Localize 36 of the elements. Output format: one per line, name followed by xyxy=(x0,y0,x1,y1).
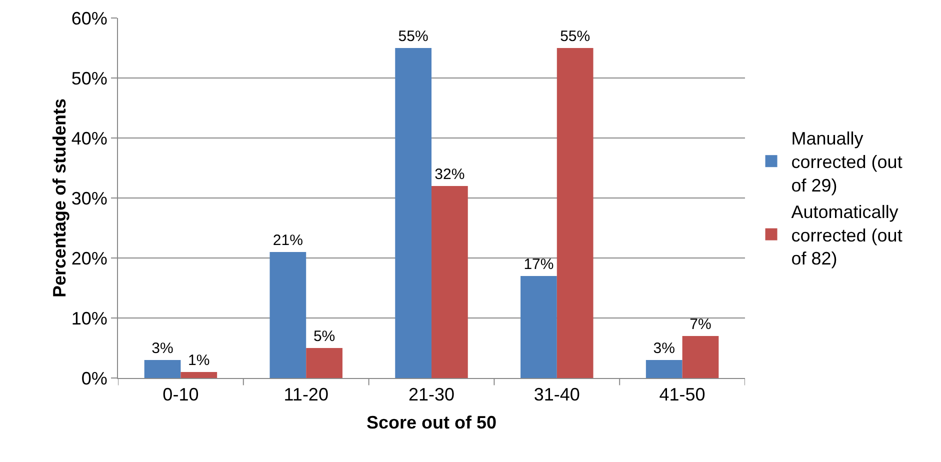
data-label: 32% xyxy=(434,166,465,183)
bar xyxy=(180,372,218,378)
y-tick-label: 40% xyxy=(71,128,108,148)
bar xyxy=(556,48,594,378)
y-tick-label: 30% xyxy=(71,188,108,208)
bar xyxy=(520,276,557,378)
x-axis-title: Score out of 50 xyxy=(366,412,497,433)
data-label: 3% xyxy=(653,340,675,357)
x-tick-label: 0-10 xyxy=(162,384,199,405)
data-label: 5% xyxy=(313,328,336,345)
data-label: 3% xyxy=(152,340,174,357)
bar xyxy=(682,336,719,378)
y-tick-label: 60% xyxy=(71,8,108,28)
x-tick-label: 21-30 xyxy=(408,384,455,405)
y-axis-title: Percentage of students xyxy=(49,98,70,298)
data-label: 55% xyxy=(560,28,590,45)
bar xyxy=(270,252,306,378)
bar xyxy=(306,348,342,378)
bar xyxy=(144,360,181,378)
bar xyxy=(646,360,682,378)
y-tick-label: 10% xyxy=(71,308,108,328)
data-label: 7% xyxy=(690,316,712,333)
y-tick-label: 20% xyxy=(71,248,108,268)
bar xyxy=(395,48,432,378)
x-tick-label: 11-20 xyxy=(284,384,328,405)
x-tick-label: 31-40 xyxy=(534,384,580,405)
bar xyxy=(432,186,468,378)
legend-label: Automatically corrected (out of 82) xyxy=(791,202,902,269)
data-label: 55% xyxy=(398,28,428,45)
x-tick-label: 41-50 xyxy=(659,384,706,405)
data-label: 17% xyxy=(524,256,554,273)
y-tick-label: 50% xyxy=(71,68,108,88)
data-label: 21% xyxy=(272,232,303,249)
legend-label: Manually corrected (out of 29) xyxy=(791,128,902,196)
y-tick-label: 0% xyxy=(81,368,108,388)
data-label: 1% xyxy=(188,352,210,369)
